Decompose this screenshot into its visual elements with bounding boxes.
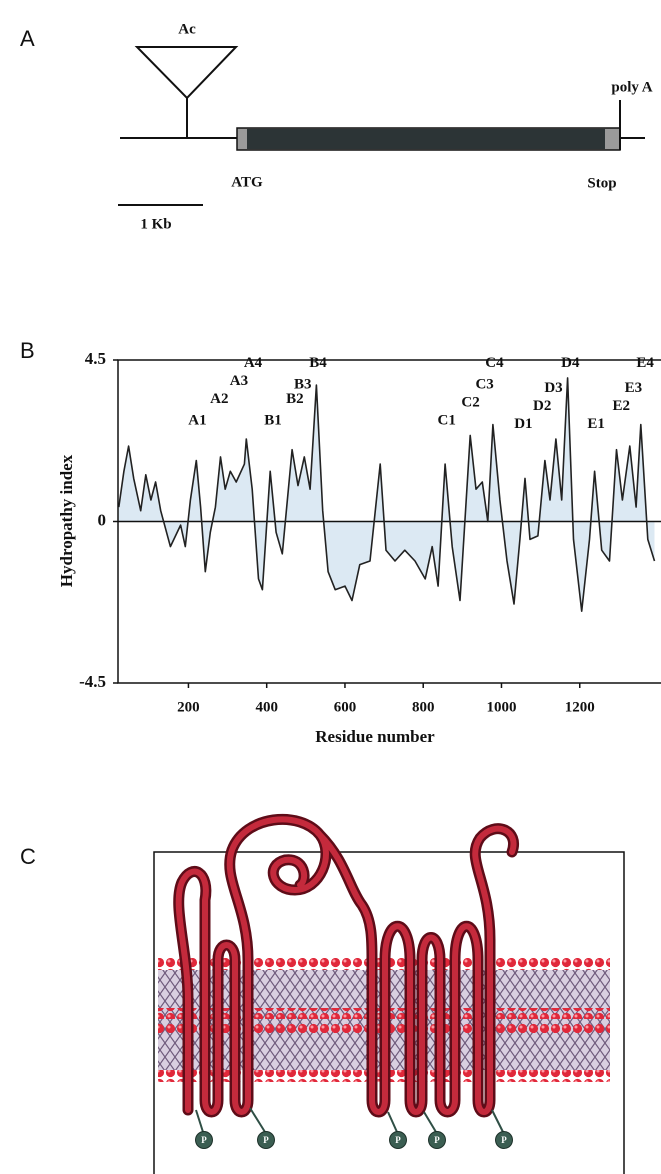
peak-label: C1 [438, 412, 456, 428]
hydropathy-line [118, 377, 656, 612]
peak-label: C3 [475, 377, 493, 393]
insertion-label: Ac [178, 21, 196, 37]
peak-label: B1 [264, 412, 282, 428]
peak-label: B3 [294, 377, 312, 393]
peak-label: C2 [461, 395, 479, 411]
x-tick-label: 200 [177, 699, 200, 715]
x-tick-label: 400 [255, 699, 278, 715]
y-axis-label: Hydropathy index [57, 454, 76, 587]
peak-label: A4 [244, 355, 263, 371]
panel-c: C P P P P P [20, 813, 625, 1174]
x-axis-label: Residue number [315, 727, 435, 746]
peak-label: A1 [188, 412, 206, 428]
phosphate-label: P [434, 1135, 440, 1145]
panel-b: B Hydropathy index Residue number -4.5 0 4… [20, 338, 661, 746]
peak-label: E1 [587, 416, 605, 432]
y-tick-label: -4.5 [79, 672, 106, 691]
panel-label: C [20, 844, 36, 869]
stop-label: Stop [587, 175, 616, 191]
phosphate-groups [195, 1131, 513, 1149]
peak-label: D2 [533, 398, 551, 414]
phosphate-label: P [263, 1135, 269, 1145]
panel-label: B [20, 338, 35, 363]
protein [173, 813, 519, 1118]
peak-label: B4 [309, 355, 327, 371]
peak-label: C4 [485, 355, 504, 371]
peak-label: D4 [561, 355, 580, 371]
phosphate-label: P [501, 1135, 507, 1145]
x-tick-label: 1200 [565, 699, 595, 715]
transposon-triangle [134, 46, 239, 137]
start-label: ATG [231, 174, 263, 190]
scale-label: 1 Kb [140, 216, 171, 232]
panel-label: A [20, 26, 35, 51]
peak-label: E3 [625, 380, 643, 396]
x-tick-label: 600 [334, 699, 357, 715]
panel-a: A Ac poly A ATG Stop 1 Kb [20, 21, 653, 232]
phosphate-labels: P P P P P [201, 1135, 507, 1145]
peak-label: D1 [514, 416, 532, 432]
peak-label: E4 [636, 355, 654, 371]
x-tick-label: 800 [412, 699, 435, 715]
area-fill [118, 377, 655, 612]
x-tick-label: 1000 [486, 699, 516, 715]
coding-region [247, 129, 605, 149]
protein-chain [175, 816, 517, 1115]
peak-label: A3 [230, 373, 248, 389]
peak-label: D3 [544, 380, 562, 396]
peak-label: B2 [286, 391, 304, 407]
phosphate-label: P [201, 1135, 207, 1145]
y-tick-label: 0 [98, 510, 107, 529]
phosphate-label: P [395, 1135, 401, 1145]
y-tick-label: 4.5 [85, 349, 106, 368]
polya-label: poly A [611, 79, 652, 95]
phosphate-stems [195, 1107, 504, 1133]
peak-label: A2 [210, 391, 228, 407]
peak-label: E2 [612, 398, 630, 414]
